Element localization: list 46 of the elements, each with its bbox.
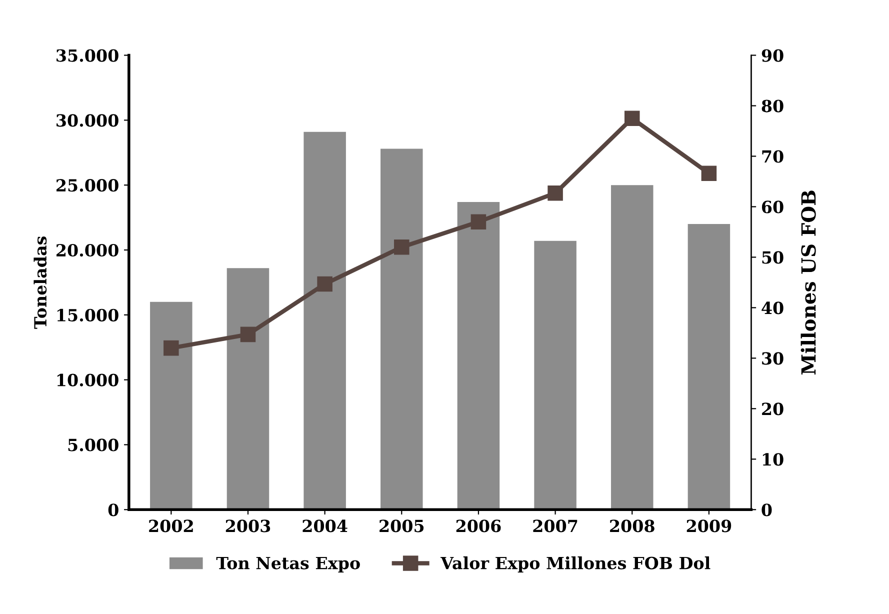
y-tick-label: 5.000 — [68, 438, 118, 452]
bar — [457, 202, 500, 510]
y-tick-label: 20.000 — [56, 244, 118, 257]
y-tick-label: 25.000 — [56, 179, 118, 192]
point — [394, 239, 410, 255]
bar — [534, 240, 576, 510]
x-tick-label: 2004 — [302, 520, 348, 532]
y2-tick-label: 40 — [762, 302, 784, 314]
bar — [688, 224, 730, 510]
y2-tick-label: 30 — [762, 352, 784, 365]
x-tick-label: 2002 — [149, 520, 193, 532]
y-tick-label: 35.000 — [56, 49, 118, 62]
x-tick-label: 2007 — [533, 520, 578, 532]
y2-tick-label: 50 — [762, 251, 784, 264]
point — [548, 185, 563, 201]
bar — [226, 268, 270, 510]
x-tick-label: 2005 — [380, 520, 424, 532]
x-tick-label: 2006 — [456, 520, 501, 532]
y2-tick-label: 80 — [762, 100, 784, 112]
x-tick-label: 2003 — [226, 520, 270, 532]
bar — [610, 185, 654, 510]
point — [317, 276, 332, 292]
bar — [304, 132, 346, 510]
x-tick-label: 2008 — [610, 520, 654, 532]
point — [624, 110, 640, 126]
y-tick-label: 15.000 — [57, 308, 118, 322]
y-tick-label: 0 — [108, 504, 118, 516]
y2-tick-label: 60 — [762, 200, 784, 214]
point — [701, 166, 717, 182]
bar — [380, 148, 423, 510]
y2-tick-label: 20 — [762, 402, 784, 416]
legend-label: Ton Netas Expo — [216, 556, 360, 573]
point — [240, 326, 256, 342]
point — [470, 214, 486, 230]
y2-tick-label: 70 — [762, 150, 784, 163]
y2-tick-label: 90 — [762, 49, 784, 62]
bar — [150, 302, 192, 510]
y-tick-label: 30.000 — [56, 114, 118, 127]
x-tick-label: 2009 — [686, 520, 732, 532]
legend-label: Valor Expo Millones FOB Dol — [440, 556, 710, 573]
y2-tick-label: 0 — [762, 504, 772, 516]
point — [164, 340, 179, 356]
y-tick-label: 10.000 — [57, 374, 118, 386]
y2-axis-title: Millones US FOB — [800, 190, 816, 375]
y2-tick-label: 10 — [762, 453, 784, 466]
y-axis-title: Toneladas — [34, 236, 47, 329]
